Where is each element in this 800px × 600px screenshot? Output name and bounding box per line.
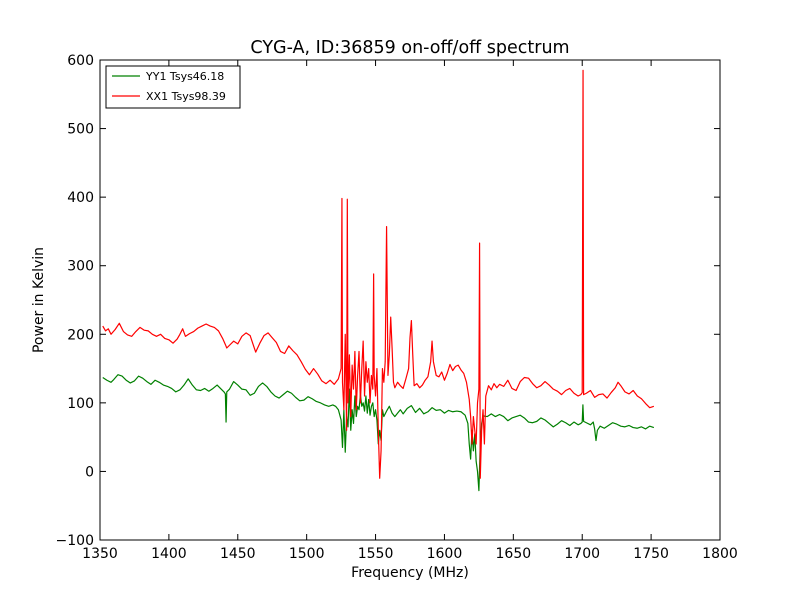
y-tick-label-4: 300 — [67, 259, 94, 275]
legend: YY1 Tsys46.18 XX1 Tsys98.39 — [105, 65, 241, 109]
series-layer — [102, 69, 655, 492]
x-tick-label-7: 1700 — [564, 546, 600, 562]
x-tick-label-0: 1350 — [82, 546, 118, 562]
y-axis-label: Power in Kelvin — [31, 247, 47, 353]
chart-title: CYG-A, ID:36859 on-off/off spectrum — [250, 38, 569, 58]
x-tick-label-4: 1550 — [358, 546, 394, 562]
x-tick-label-2: 1450 — [220, 546, 256, 562]
x-tick-label-9: 1800 — [702, 546, 738, 562]
series-line-1 — [102, 69, 655, 479]
axes-frame — [99, 59, 721, 541]
y-tick-label-1: 0 — [85, 464, 94, 480]
x-tick-label-3: 1500 — [289, 546, 325, 562]
y-tick-label-7: 600 — [67, 53, 94, 69]
x-axis-label: Frequency (MHz) — [351, 565, 469, 581]
axes-layer: 1350 1400 1450 1500 1550 1600 1650 1700 1750 1800… — [56, 53, 738, 562]
series-line-0 — [102, 374, 655, 492]
y-tick-label-5: 400 — [67, 190, 94, 206]
plot-area — [100, 60, 720, 540]
x-tick-label-6: 1650 — [496, 546, 532, 562]
y-tick-label-6: 500 — [67, 122, 94, 138]
legend-label-xx1: XX1 Tsys98.39 — [146, 90, 226, 103]
legend-box — [105, 65, 241, 109]
x-tick-label-1: 1400 — [151, 546, 187, 562]
y-tick-label-3: 200 — [67, 327, 94, 343]
y-tick-label-2: 100 — [67, 396, 94, 412]
y-tick-label-0: −100 — [56, 533, 94, 549]
legend-label-yy1: YY1 Tsys46.18 — [145, 70, 224, 83]
x-tick-label-5: 1600 — [427, 546, 463, 562]
x-tick-label-8: 1750 — [633, 546, 669, 562]
